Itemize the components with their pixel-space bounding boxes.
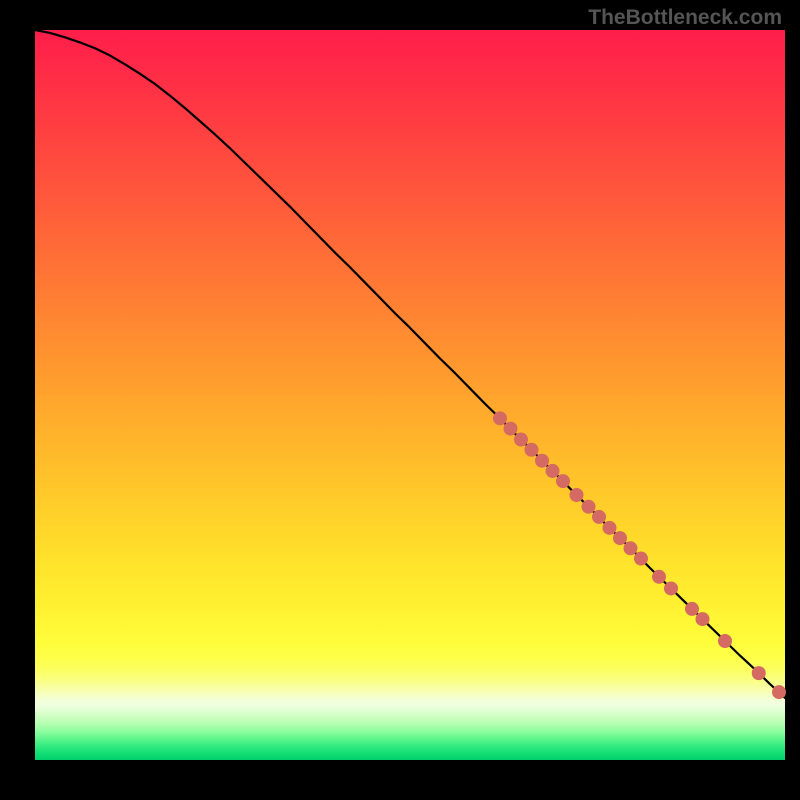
plot-background	[35, 30, 785, 760]
marker-point	[624, 541, 638, 555]
marker-point	[718, 634, 732, 648]
marker-point	[613, 531, 627, 545]
marker-point	[696, 612, 710, 626]
marker-point	[504, 422, 518, 436]
marker-point	[570, 488, 584, 502]
marker-point	[634, 552, 648, 566]
marker-point	[493, 411, 507, 425]
marker-point	[546, 464, 560, 478]
chart-plot	[0, 0, 800, 800]
marker-point	[652, 570, 666, 584]
chart-container: { "watermark": { "text": "TheBottleneck.…	[0, 0, 800, 800]
marker-point	[603, 521, 617, 535]
marker-point	[664, 581, 678, 595]
marker-point	[556, 474, 570, 488]
marker-point	[535, 454, 549, 468]
marker-point	[514, 433, 528, 447]
marker-point	[582, 500, 596, 514]
marker-point	[592, 510, 606, 524]
marker-point	[685, 602, 699, 616]
marker-point	[752, 666, 766, 680]
marker-point	[772, 685, 786, 699]
watermark-text: TheBottleneck.com	[588, 6, 782, 30]
marker-point	[525, 443, 539, 457]
